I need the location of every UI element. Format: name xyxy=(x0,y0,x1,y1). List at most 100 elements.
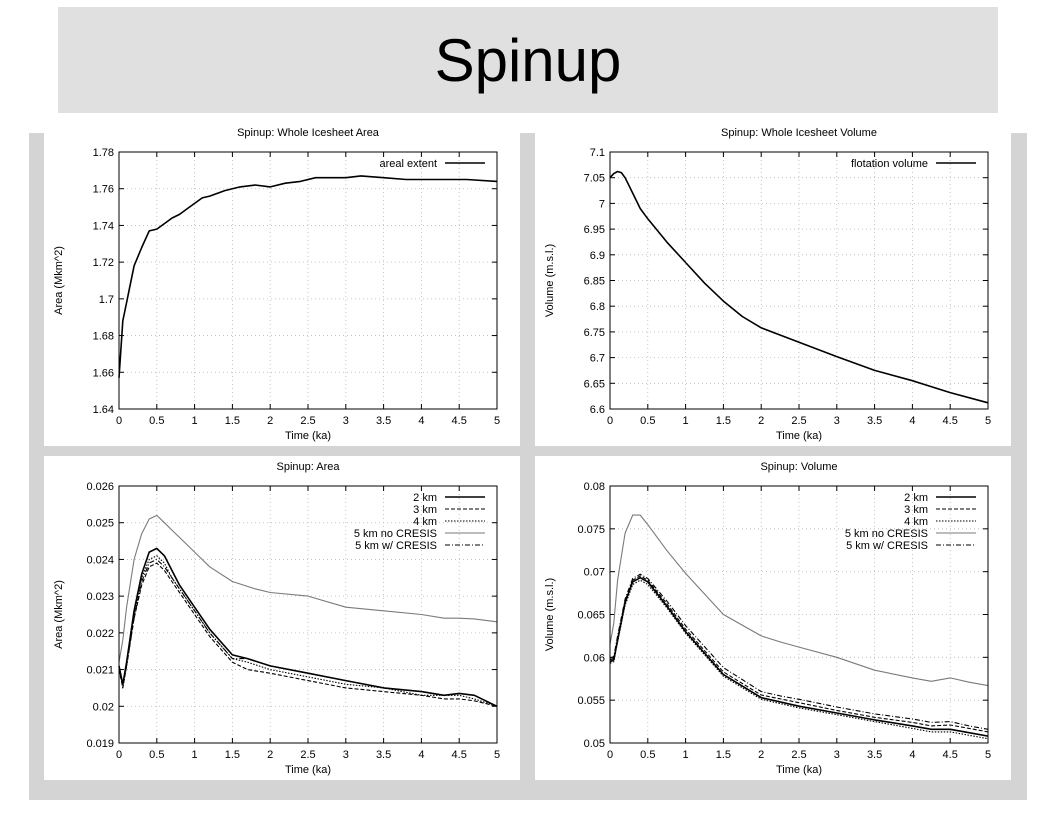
x-tick-label: 3.5 xyxy=(867,749,882,761)
y-tick-label: 0.024 xyxy=(86,554,114,566)
y-tick-label: 0.05 xyxy=(584,738,605,750)
chart-title: Spinup: Whole Icesheet Area xyxy=(237,127,380,139)
x-tick-label: 1 xyxy=(192,415,198,427)
y-tick-label: 0.065 xyxy=(577,610,605,622)
chart-area: Spinup: Area 0 0.5 1 1.5 2 2.5 3 3.5 4 4.5 5 0.019 0.… xyxy=(44,456,520,780)
y-axis-label: Area (Mkm^2) xyxy=(53,580,65,649)
chart-title: Spinup: Whole Icesheet Volume xyxy=(721,127,877,139)
x-tick-label: 5 xyxy=(985,415,991,427)
series-line-2 xyxy=(609,579,989,740)
y-tick-label: 6.65 xyxy=(584,378,605,390)
x-tick-label: 4 xyxy=(418,415,424,427)
series-line-1 xyxy=(609,575,989,733)
chart-svg: Spinup: Whole Icesheet Volume 0 0.5 1 1.5 2 2.… xyxy=(544,127,991,442)
y-tick-label: 6.95 xyxy=(584,224,605,236)
y-tick-label: 1.72 xyxy=(93,257,114,269)
chart-svg: Spinup: Area 0 0.5 1 1.5 2 2.5 3 3.5 4 4.5 5 0.019 0.… xyxy=(53,461,500,776)
y-tick-label: 0.075 xyxy=(577,524,605,536)
slide-title-bar: Spinup xyxy=(58,7,998,113)
chart-svg: Spinup: Volume 0 0.5 1 1.5 2 2.5 3 3.5 4 4.5 5 0.05 0… xyxy=(544,461,991,776)
x-tick-label: 0.5 xyxy=(149,749,164,761)
slide-title: Spinup xyxy=(434,26,622,94)
x-tick-label: 3 xyxy=(343,415,349,427)
y-tick-label: 7.1 xyxy=(590,147,605,159)
x-tick-label: 0 xyxy=(607,749,613,761)
grid xyxy=(119,152,497,409)
y-tick-label: 1.66 xyxy=(93,367,114,379)
chart-whole-icesheet-area: Spinup: Whole Icesheet Area 0 0.5 1 1.5 2 2.5 3… xyxy=(44,122,520,446)
y-tick-label: 1.76 xyxy=(93,184,114,196)
legend-label: 5 km w/ CRESIS xyxy=(355,540,437,552)
plot-frame xyxy=(609,485,989,744)
legend-label: 2 km xyxy=(413,492,437,504)
x-tick-label: 3.5 xyxy=(376,415,391,427)
x-axis-label: Time (ka) xyxy=(776,764,822,776)
plot-frame xyxy=(609,151,989,410)
x-tick-label: 2 xyxy=(758,749,764,761)
y-tick-label: 6.6 xyxy=(590,404,605,416)
x-tick-label: 3 xyxy=(834,749,840,761)
y-tick-label: 1.74 xyxy=(93,220,114,232)
y-tick-label: 1.64 xyxy=(93,404,114,416)
plot-frame xyxy=(118,151,498,410)
legend-label: 4 km xyxy=(904,516,928,528)
x-tick-label: 1 xyxy=(192,749,198,761)
y-tick-label: 0.019 xyxy=(86,738,114,750)
legend-label: flotation volume xyxy=(851,158,928,170)
x-axis-label: Time (ka) xyxy=(776,430,822,442)
y-axis-label: Area (Mkm^2) xyxy=(53,246,65,315)
series-line-4 xyxy=(118,558,498,707)
grid xyxy=(610,486,988,743)
legend-label: 3 km xyxy=(413,504,437,516)
legend-label: 5 km w/ CRESIS xyxy=(846,540,928,552)
x-tick-label: 2.5 xyxy=(300,749,315,761)
y-axis-label: Volume (m.s.l.) xyxy=(544,244,556,317)
grid xyxy=(610,152,988,409)
y-tick-label: 6.75 xyxy=(584,327,605,339)
x-tick-label: 0 xyxy=(607,415,613,427)
legend-label: 5 km no CRESIS xyxy=(354,528,437,540)
x-tick-label: 1 xyxy=(683,749,689,761)
x-tick-label: 4 xyxy=(909,749,915,761)
x-tick-label: 4.5 xyxy=(452,415,467,427)
x-tick-label: 2 xyxy=(267,749,273,761)
y-tick-label: 0.025 xyxy=(86,518,114,530)
y-tick-label: 0.08 xyxy=(584,481,605,493)
chart-whole-icesheet-volume: Spinup: Whole Icesheet Volume 0 0.5 1 1.5 2 2.… xyxy=(535,122,1011,446)
x-tick-label: 2 xyxy=(267,415,273,427)
x-tick-label: 3.5 xyxy=(376,749,391,761)
x-tick-label: 0.5 xyxy=(640,415,655,427)
x-tick-label: 1 xyxy=(683,415,689,427)
legend-label: 5 km no CRESIS xyxy=(845,528,928,540)
y-tick-label: 0.055 xyxy=(577,695,605,707)
grid xyxy=(119,486,497,743)
y-tick-label: 7 xyxy=(599,198,605,210)
y-tick-label: 0.021 xyxy=(86,665,114,677)
legend-label: 3 km xyxy=(904,504,928,516)
x-tick-label: 5 xyxy=(494,415,500,427)
y-axis-label: Volume (m.s.l.) xyxy=(544,578,556,651)
x-axis-label: Time (ka) xyxy=(285,764,331,776)
y-tick-label: 0.07 xyxy=(584,567,605,579)
x-tick-label: 5 xyxy=(985,749,991,761)
series-line-4 xyxy=(609,573,989,730)
x-tick-label: 0.5 xyxy=(149,415,164,427)
x-tick-label: 3.5 xyxy=(867,415,882,427)
x-tick-label: 1.5 xyxy=(225,415,240,427)
x-tick-label: 1.5 xyxy=(225,749,240,761)
x-tick-label: 2.5 xyxy=(791,749,806,761)
y-tick-label: 0.02 xyxy=(93,701,114,713)
legend-label: areal extent xyxy=(380,158,437,170)
y-tick-label: 7.05 xyxy=(584,173,605,185)
chart-volume: Spinup: Volume 0 0.5 1 1.5 2 2.5 3 3.5 4 4.5 5 0.05 0… xyxy=(535,456,1011,780)
y-tick-label: 0.022 xyxy=(86,628,114,640)
x-tick-label: 3 xyxy=(834,415,840,427)
x-tick-label: 2.5 xyxy=(300,415,315,427)
y-tick-label: 6.9 xyxy=(590,250,605,262)
x-tick-label: 2 xyxy=(758,415,764,427)
y-tick-label: 1.7 xyxy=(99,294,114,306)
series-line-0 xyxy=(609,170,989,404)
y-tick-label: 1.78 xyxy=(93,147,114,159)
x-tick-label: 0 xyxy=(116,749,122,761)
x-axis-label: Time (ka) xyxy=(285,430,331,442)
